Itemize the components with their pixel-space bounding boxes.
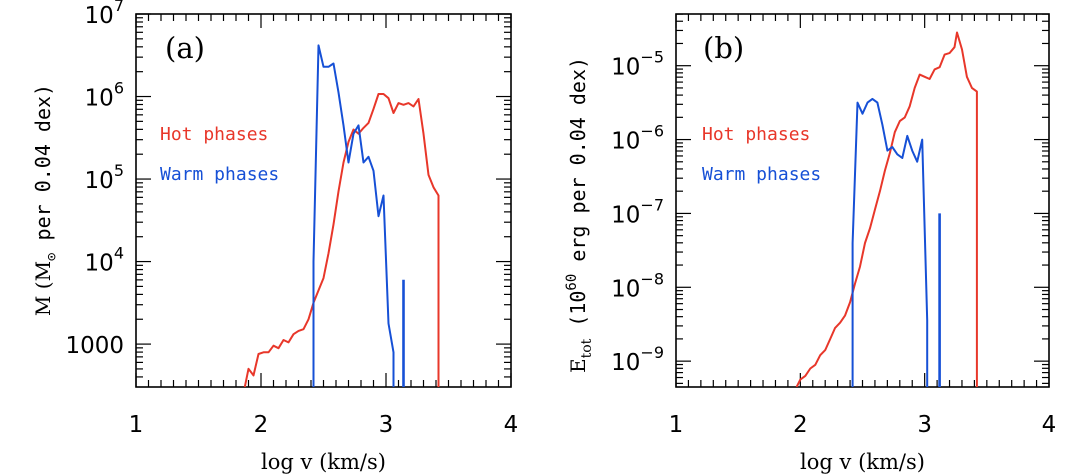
panel-a-ylabel-sub: ⊙ (44, 252, 60, 261)
panel-b-xtick-label: 4 (1042, 412, 1057, 438)
panel-b-xtick-label: 2 (793, 412, 808, 438)
panel-a-tag: (a) (165, 31, 205, 65)
panel-b-ytick-label: 10−8 (611, 269, 664, 302)
panel-a-ylabel: M (M⊙ per 0.04 dex) (31, 84, 60, 316)
panel-b-ylabel-mid: (10 (566, 291, 590, 339)
panel-b-xtick-label: 3 (917, 412, 932, 438)
panel-b-ytick-base: 10 (611, 129, 640, 155)
panel-a-ytick-exp: 4 (114, 244, 124, 263)
panel-b-series-hot (795, 31, 978, 387)
panel-a-series-hot (243, 93, 440, 387)
panel-b-legend-warm: Warm phases (702, 164, 821, 185)
panel-b-ytick-base: 10 (611, 350, 640, 376)
panel-a-ytick-label: 106 (85, 79, 124, 112)
panel-a-ylabel-suffix: per 0.04 dex) (31, 84, 55, 253)
panel-a-ytick-exp: 6 (114, 79, 124, 98)
panel-b-frame (675, 13, 1050, 388)
panel-b-ytick-base: 10 (611, 276, 640, 302)
panel-b-ylabel: Etot (1060 erg per 0.04 dex) (564, 57, 595, 373)
panel-b-series-group (795, 31, 978, 387)
panel-b-series-warm (851, 97, 929, 387)
panel-a-ytick-base: 10 (85, 86, 114, 112)
panel-b-ytick-base: 10 (611, 55, 640, 81)
panel-b-ylabel-suffix: erg per 0.04 dex) (566, 57, 590, 274)
panel-b-xlabel: log v (km/s) (800, 450, 925, 474)
panel-a-xtick-label: 3 (379, 412, 394, 438)
panel-a-ytick-base: 10 (85, 3, 114, 29)
panel-a-xtick-label: 4 (504, 412, 519, 438)
panel-b-ylabel-sub: tot (579, 338, 595, 358)
panel-b-xtick-label: 1 (669, 412, 684, 438)
panel-a-xtick-label: 1 (129, 412, 144, 438)
panel-b-ytick-exp: −6 (640, 122, 664, 141)
panel-b-ytick-exp: −9 (640, 343, 664, 362)
panel-b-ytick-label: 10−9 (611, 343, 664, 376)
panel-a-ytick-label: 105 (85, 161, 124, 194)
panel-a-frame (135, 13, 512, 388)
panel-b-ytick-exp: −7 (640, 195, 664, 214)
panel-a-ytick-base: 10 (85, 168, 114, 194)
panel-a-series-warm (312, 44, 395, 387)
panel-b-ytick-label: 10−5 (611, 48, 664, 81)
panel-b-ytick-label: 10−7 (611, 195, 664, 228)
panel-a-ytick-label: 104 (85, 244, 124, 277)
panel-b-ytick-exp: −5 (640, 48, 664, 67)
panel-b-ylabel-sup: 60 (564, 274, 580, 291)
panel-b-legend-hot: Hot phases (702, 124, 810, 145)
panel-a-legend-hot: Hot phases (160, 124, 268, 145)
panel-b-ytick-base: 10 (611, 202, 640, 228)
panel-a-series-group (243, 44, 440, 387)
panel-a-ylabel-prefix: M (M (31, 261, 55, 316)
panel-a-ytick-label: 107 (85, 0, 124, 29)
panel-a-ytick-base: 10 (85, 251, 114, 277)
panel-b-tag: (b) (703, 31, 744, 65)
panel-b-ylabel-prefix: E (566, 358, 590, 373)
panel-a-xlabel: log v (km/s) (261, 450, 386, 474)
panel-a-ytick-label: 1000 (65, 333, 124, 359)
panel-b-ytick-label: 10−6 (611, 122, 664, 155)
panel-b-ytick-exp: −8 (640, 269, 664, 288)
panel-a-ytick-exp: 5 (114, 161, 124, 180)
panel-a-ytick-exp: 7 (114, 0, 124, 15)
panel-a-legend-warm: Warm phases (160, 164, 279, 185)
panel-a-xtick-label: 2 (254, 412, 269, 438)
